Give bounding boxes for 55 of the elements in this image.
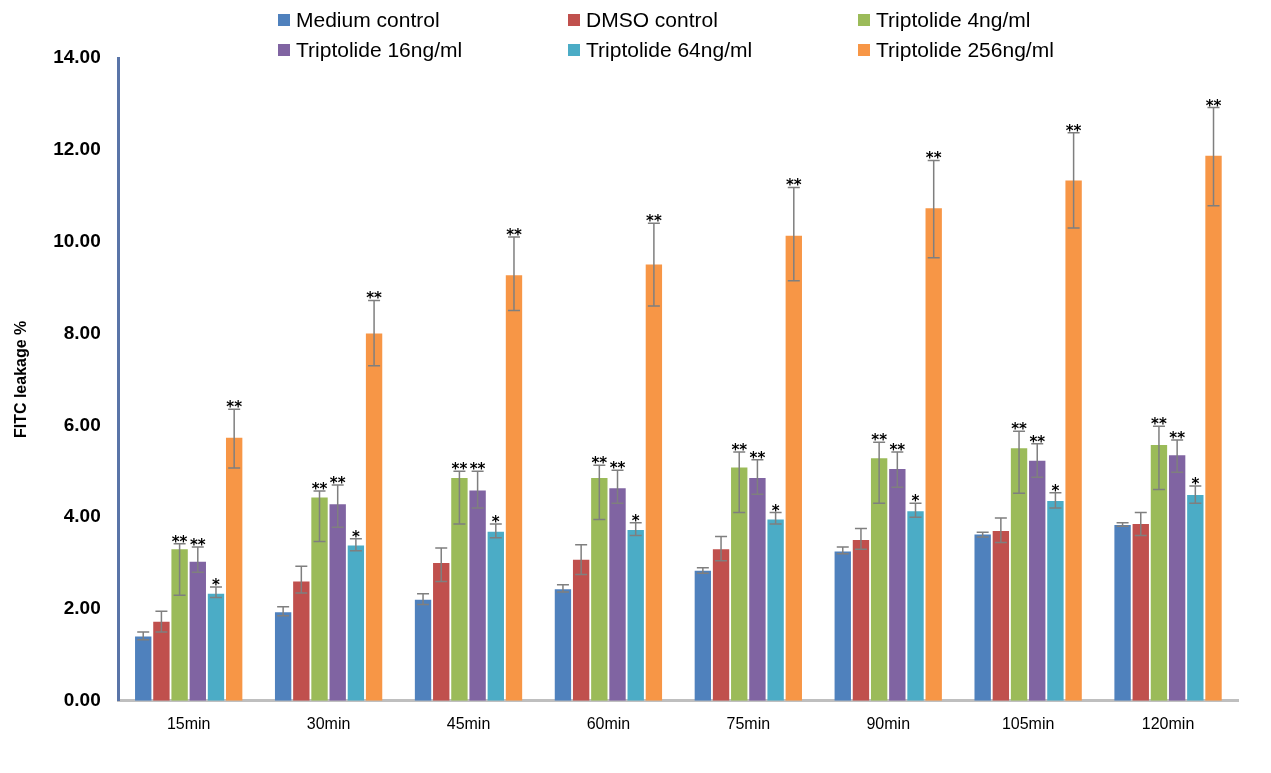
legend-label: DMSO control [586,8,718,32]
data-label: * [911,492,920,511]
data-label: * [1051,481,1060,500]
data-label: ** [311,479,328,498]
data-label: ** [1029,432,1046,451]
y-tick-label: 2.00 [63,597,101,619]
legend-label: Triptolide 16ng/ml [296,38,463,62]
data-label: ** [1169,429,1186,448]
x-tick-label: 90min [866,714,911,732]
legend-label: Triptolide 256ng/ml [876,38,1054,62]
data-label: ** [366,289,383,308]
data-label: ** [1205,96,1222,115]
y-tick-label: 8.00 [63,321,101,343]
data-label: * [491,513,500,532]
data-label: ** [591,454,608,473]
x-tick-label: 75min [726,714,771,732]
data-label: ** [1065,121,1082,140]
data-label: ** [609,459,626,478]
data-label: * [351,527,360,546]
data-label: * [1191,474,1200,493]
data-label: ** [506,226,522,245]
legend-label: Medium control [296,8,440,32]
x-tick-label: 30min [306,714,351,732]
y-tick-label: 6.00 [63,413,101,435]
data-label: ** [329,474,346,492]
data-label: ** [1151,415,1167,434]
x-tick-label: 60min [586,714,631,732]
data-label: ** [785,176,802,195]
legend-label: Triptolide 4ng/ml [876,8,1031,32]
y-tick-label: 10.00 [53,229,101,251]
y-axis-title: FITC leakage % [12,320,30,439]
data-label: * [212,575,221,594]
data-label: ** [871,431,888,450]
data-label: * [771,501,780,520]
data-label: ** [731,440,748,459]
data-label: ** [1011,420,1028,439]
x-tick-label: 120min [1141,714,1195,732]
data-label: ** [749,448,766,467]
x-tick-label: 45min [446,714,491,732]
y-tick-label: 12.00 [53,138,101,160]
y-tick-label: 0.00 [63,689,101,711]
y-tick-label: 14.00 [53,46,101,68]
legend-label: Triptolide 64ng/ml [586,38,753,62]
y-tick-label: 4.00 [63,505,101,527]
data-label: ** [469,460,486,479]
data-label: ** [646,212,662,231]
data-label: * [631,511,640,530]
x-tick-label: 15min [166,714,211,732]
data-label: ** [226,398,243,417]
data-label: ** [189,535,206,554]
x-tick-label: 105min [1001,714,1055,732]
data-label: ** [889,440,906,459]
data-label: ** [925,149,942,168]
data-label: ** [171,532,188,551]
data-label: ** [451,460,468,479]
